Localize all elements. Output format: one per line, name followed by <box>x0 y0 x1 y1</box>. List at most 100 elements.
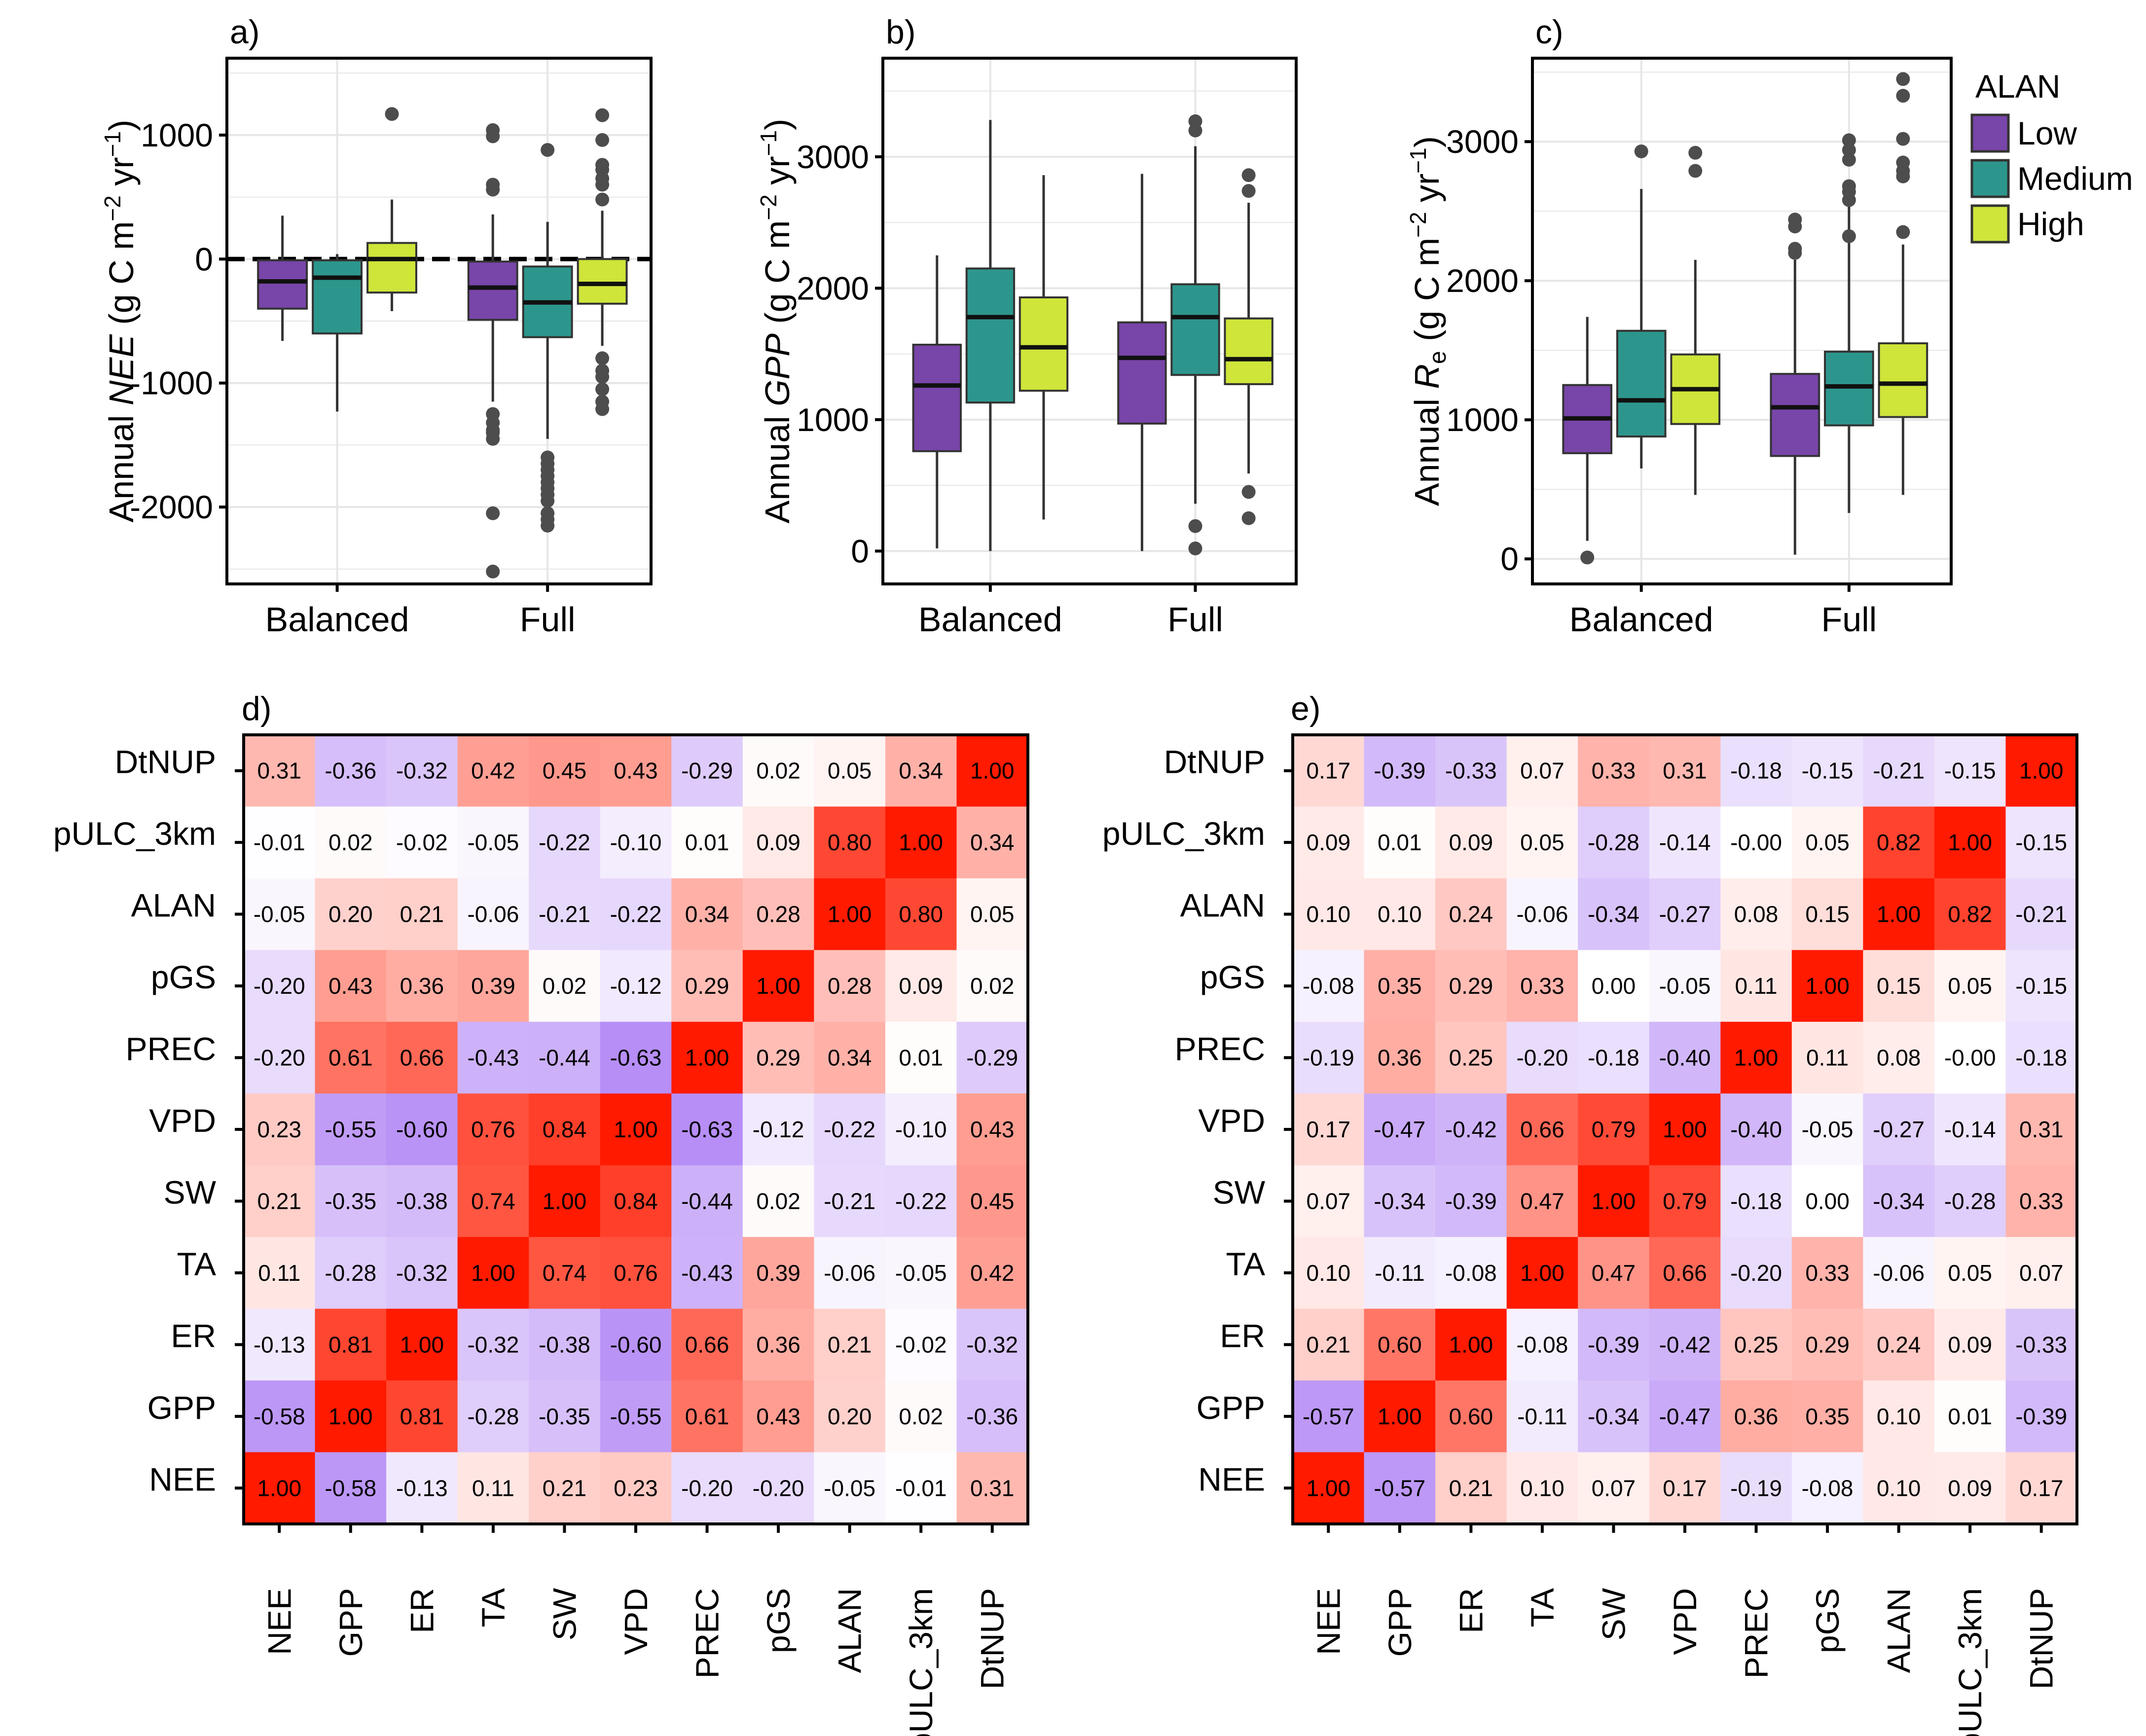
heatmap-cell-value: 0.21 <box>257 1188 302 1214</box>
heatmap-cell <box>2005 1380 2077 1453</box>
heatmap-cell-value: -0.08 <box>1303 973 1354 999</box>
heatmap-cell-value: 0.61 <box>685 1404 729 1429</box>
panel-label: e) <box>1291 690 1320 727</box>
row-label: TA <box>1226 1246 1265 1282</box>
heatmap-cell-value: -0.39 <box>1445 1188 1497 1214</box>
heatmap-cell-value: 0.08 <box>1877 1045 1921 1071</box>
row-label: ER <box>1220 1317 1265 1354</box>
row-label: pGS <box>1200 959 1265 995</box>
heatmap-cell-value: -0.08 <box>1516 1332 1568 1357</box>
heatmap-cell <box>671 1093 743 1166</box>
heatmap-cell <box>600 1165 672 1237</box>
y-label-units: (g C m <box>758 220 797 333</box>
box-medium <box>965 267 1016 404</box>
heatmap-cell-value: -0.20 <box>1730 1260 1782 1286</box>
heatmap-cell-value: -0.11 <box>1375 1260 1424 1286</box>
heatmap-cell <box>1791 735 1863 807</box>
heatmap-cell-value: -0.05 <box>895 1260 947 1286</box>
y-label-prefix: Annual <box>102 405 141 522</box>
heatmap-cell-value: 0.34 <box>828 1045 872 1071</box>
heatmap-cell <box>386 1237 458 1309</box>
heatmap-cell-value: -0.05 <box>824 1475 875 1501</box>
heatmap-cell-value: -0.38 <box>396 1188 448 1214</box>
outlier-point <box>541 494 555 508</box>
heatmap-cell-value: 1.00 <box>828 902 872 927</box>
heatmap-cell <box>386 1021 458 1094</box>
heatmap-cell <box>1720 1165 1792 1237</box>
heatmap-cell <box>814 735 886 807</box>
y-label-exponent: −1 <box>1405 147 1431 173</box>
heatmap-cell-value: -0.11 <box>1517 1404 1567 1429</box>
heatmap-cell <box>1863 950 1935 1022</box>
outlier-point <box>486 129 500 144</box>
heatmap-cell <box>885 806 957 879</box>
outlier-point <box>1634 144 1648 158</box>
heatmap-cell <box>742 1308 814 1381</box>
heatmap-cell <box>315 735 387 807</box>
heatmap-cell-value: 0.00 <box>1805 1188 1850 1214</box>
box-low <box>257 259 308 310</box>
heatmap-cell-value: -0.33 <box>2015 1332 2067 1357</box>
heatmap-cell-value: 0.07 <box>2019 1260 2064 1286</box>
heatmap-cell <box>671 735 743 807</box>
heatmap-cell <box>244 1093 316 1166</box>
heatmap-cell-value: 0.84 <box>614 1188 658 1214</box>
y-label-units: (g C m <box>1408 238 1446 351</box>
heatmap-cell <box>1863 1165 1935 1237</box>
heatmap-cell-value: -0.33 <box>1445 758 1497 784</box>
outlier-point <box>595 382 610 397</box>
legend-label-low: Low <box>2017 115 2077 151</box>
heatmap-cell <box>742 1380 814 1453</box>
heatmap-cell-value: 1.00 <box>614 1117 658 1142</box>
heatmap-cell <box>600 878 672 950</box>
heatmap-cell-value: 1.00 <box>1520 1260 1564 1286</box>
heatmap-cell <box>386 1452 458 1524</box>
heatmap-cell-value: 0.17 <box>1307 758 1351 784</box>
outlier-point <box>1241 485 1256 499</box>
heatmap-cell <box>885 1237 957 1309</box>
column-label: ER <box>1453 1588 1489 1633</box>
heatmap-cell-value: 1.00 <box>970 758 1015 784</box>
heatmap-cell <box>2005 950 2077 1022</box>
heatmap-cell <box>742 1021 814 1094</box>
row-label: TA <box>177 1246 216 1282</box>
heatmap-cell <box>1720 806 1792 879</box>
heatmap-cell-value: 1.00 <box>543 1188 587 1214</box>
heatmap-cell <box>1863 1452 1935 1524</box>
heatmap-cell <box>1791 1093 1863 1166</box>
heatmap-cell-value: 0.43 <box>328 973 373 999</box>
heatmap-cell-value: -0.32 <box>966 1332 1018 1357</box>
heatmap-cell <box>671 1380 743 1453</box>
column-label: TA <box>1524 1588 1561 1627</box>
heatmap-cell <box>1720 1021 1792 1094</box>
heatmap-cell <box>2005 1308 2077 1381</box>
heatmap-cell-value: -0.22 <box>539 830 590 855</box>
y-tick-label: 1000 <box>797 401 869 438</box>
heatmap-cell-value: 0.43 <box>970 1117 1015 1142</box>
outlier-point <box>595 178 610 192</box>
column-label: SW <box>1595 1588 1632 1640</box>
heatmap-cell <box>956 806 1028 879</box>
heatmap-cell-value: 1.00 <box>1948 830 1992 855</box>
heatmap-cell <box>956 1165 1028 1237</box>
heatmap-cell <box>1720 735 1792 807</box>
heatmap-cell <box>885 1380 957 1453</box>
heatmap-cell <box>956 1452 1028 1524</box>
heatmap-cell <box>1364 1093 1436 1166</box>
heatmap-cell <box>244 1021 316 1094</box>
heatmap-cell <box>671 878 743 950</box>
heatmap-cell <box>1364 950 1436 1022</box>
heatmap-cell-value: -0.44 <box>681 1188 733 1214</box>
heatmap-cell-value: 0.00 <box>1592 973 1636 999</box>
legend-swatch-high <box>1970 204 2010 244</box>
y-label-exponent: −2 <box>1405 212 1431 237</box>
heatmap-cell <box>1435 1308 1507 1381</box>
heatmap-cell-value: 0.25 <box>1449 1045 1493 1071</box>
heatmap-cell-value: 0.17 <box>1307 1117 1351 1142</box>
heatmap-cell-value: -0.63 <box>681 1117 733 1142</box>
box-low <box>1117 321 1167 425</box>
outlier-point <box>1842 193 1856 207</box>
heatmap-cell-value: 0.01 <box>899 1045 943 1071</box>
outlier-point <box>1241 168 1256 182</box>
heatmap-cell-value: 0.45 <box>970 1188 1015 1214</box>
